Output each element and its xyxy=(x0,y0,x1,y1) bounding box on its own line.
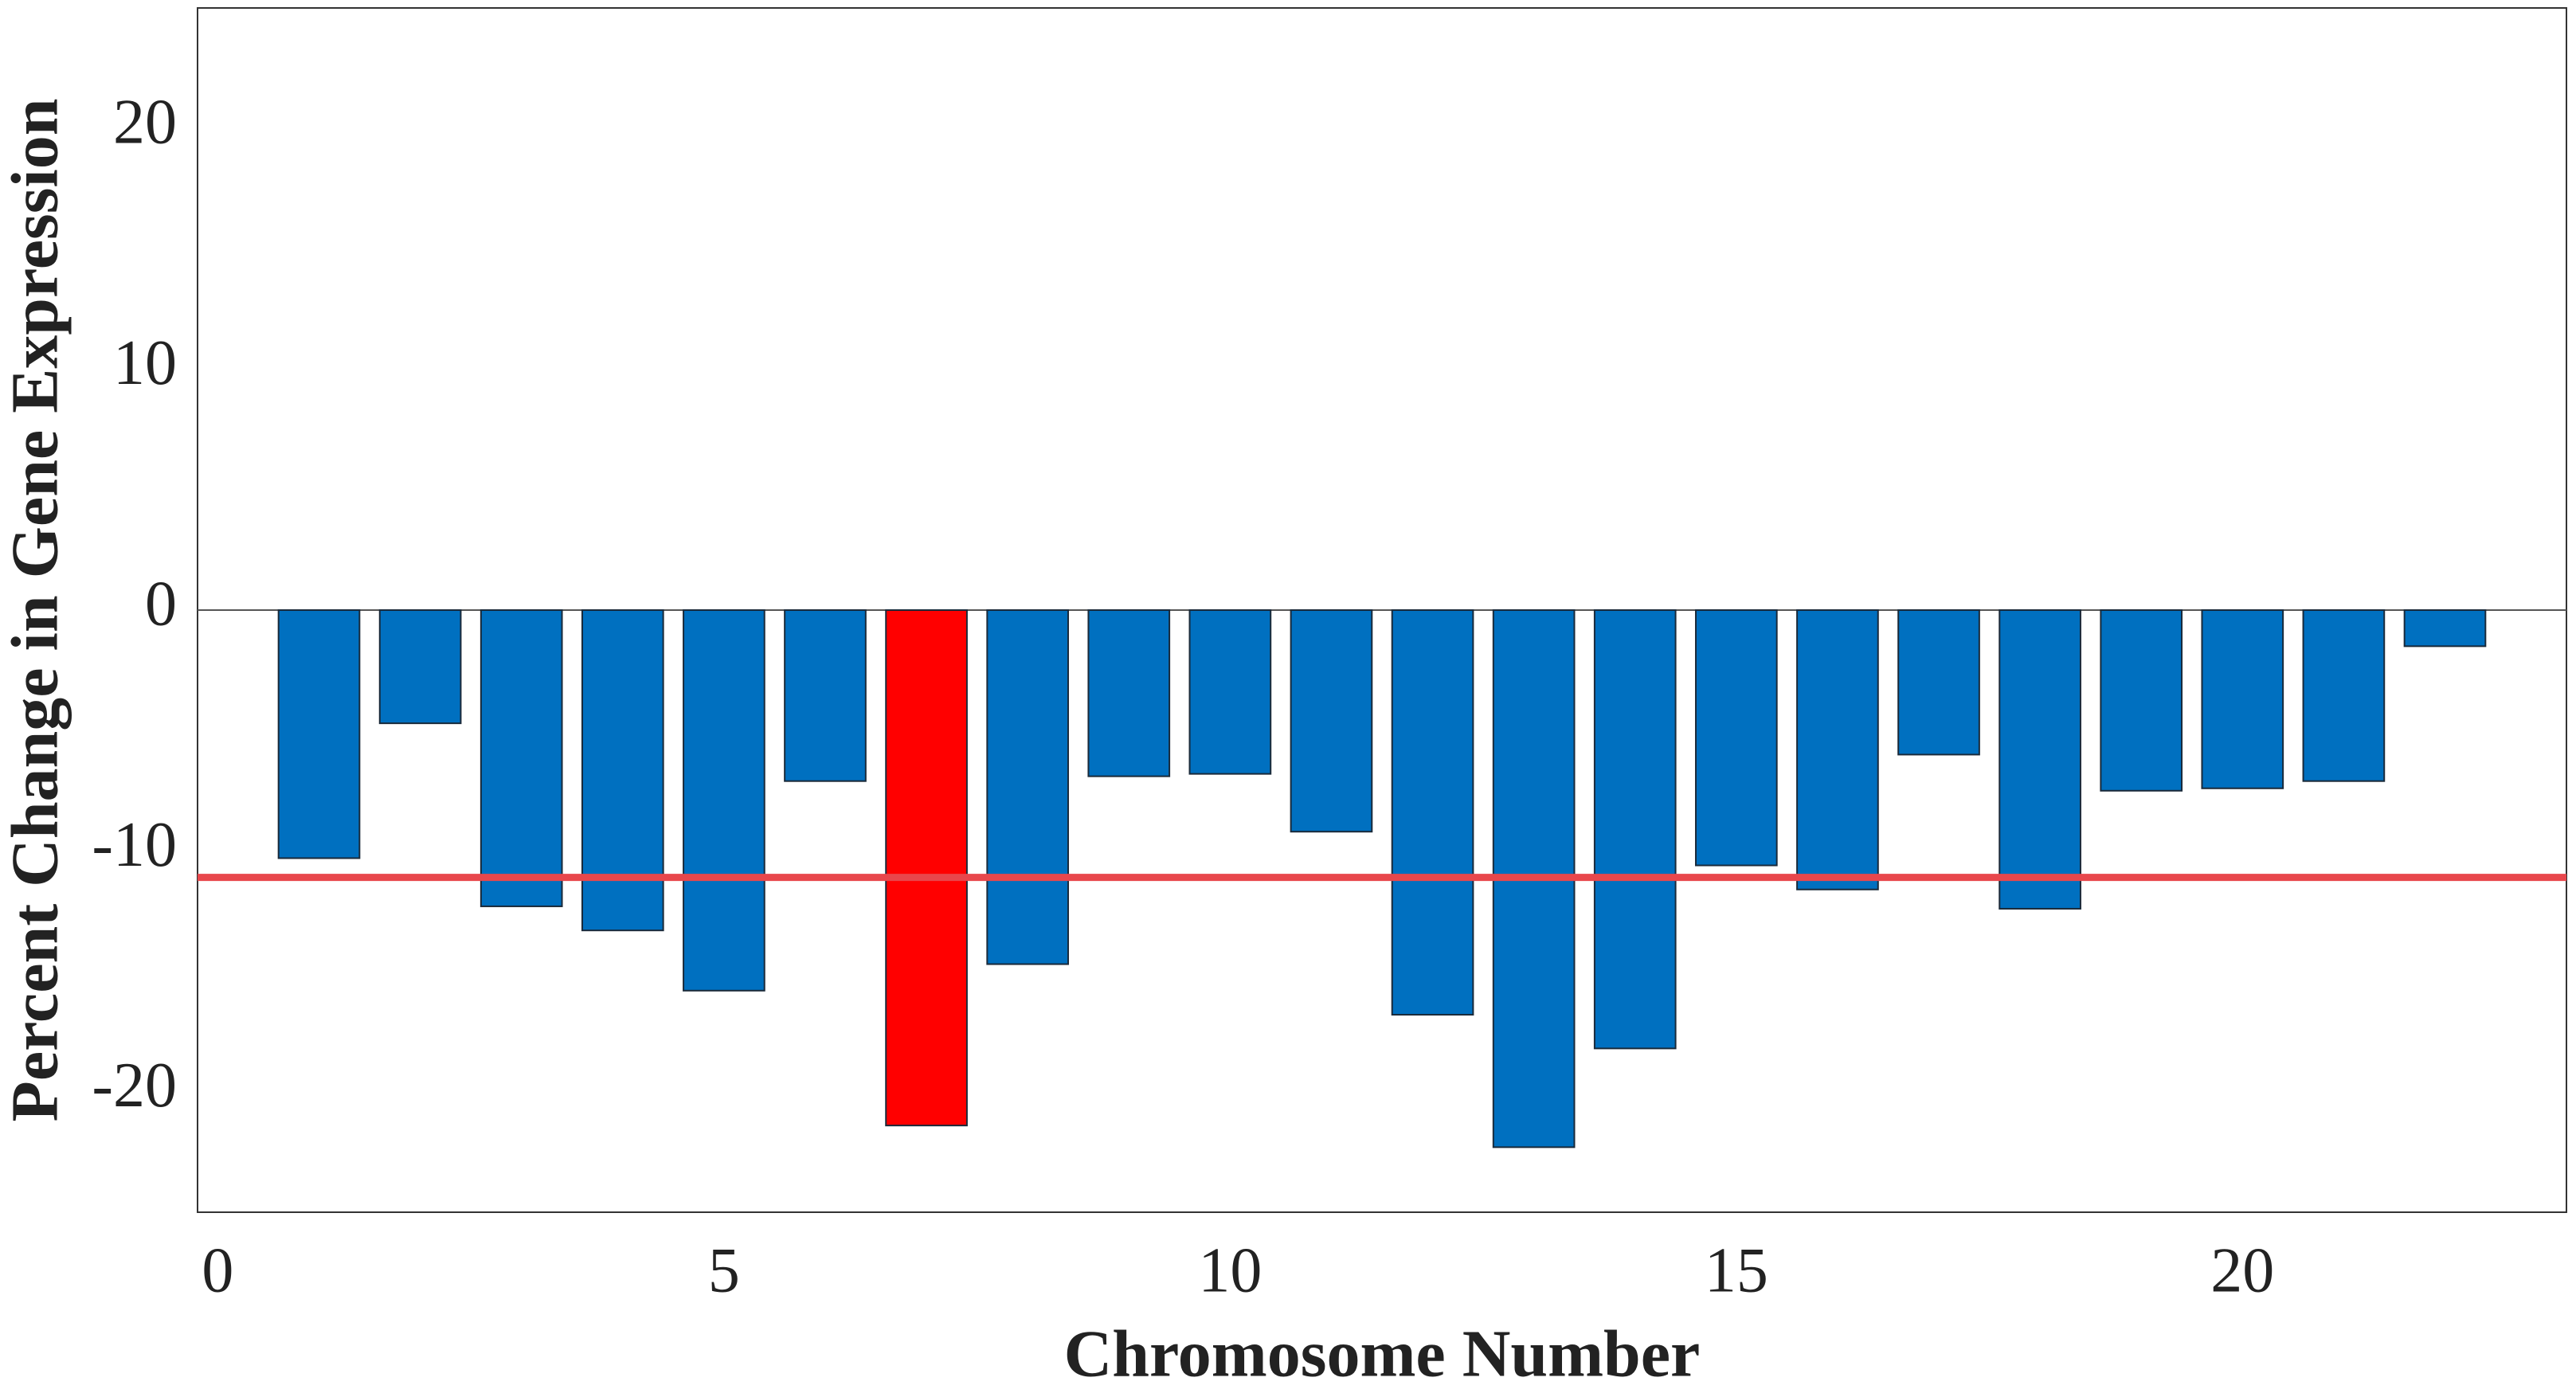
y-tick-label: 0 xyxy=(145,569,177,639)
bar xyxy=(1391,609,1474,1016)
bar xyxy=(986,609,1070,965)
bar xyxy=(1796,609,1879,890)
y-tick-label: -20 xyxy=(92,1051,177,1121)
bar xyxy=(1897,609,1980,756)
x-tick-label: 10 xyxy=(1198,1235,1262,1305)
x-axis-title: Chromosome Number xyxy=(1064,1317,1701,1391)
bar xyxy=(1087,609,1171,777)
x-tick-label: 5 xyxy=(708,1235,740,1305)
bar xyxy=(2100,609,2183,792)
bar xyxy=(480,609,563,907)
bar xyxy=(2201,609,2284,789)
y-tick-label: -10 xyxy=(92,810,177,880)
y-tick-label: 10 xyxy=(113,328,177,398)
bar xyxy=(1188,609,1272,775)
bar xyxy=(1290,609,1373,833)
x-tick-label: 0 xyxy=(202,1235,233,1305)
y-axis-title: Percent Change in Gene Expression xyxy=(0,99,72,1122)
bar xyxy=(885,609,968,1127)
bar xyxy=(683,609,765,992)
bar xyxy=(277,609,361,859)
bar xyxy=(378,609,462,725)
bar xyxy=(2403,609,2487,648)
x-tick-label: 20 xyxy=(2210,1235,2274,1305)
y-tick-label: 20 xyxy=(113,88,177,158)
bar xyxy=(784,609,867,782)
bar xyxy=(1593,609,1677,1050)
bar xyxy=(1999,609,2081,910)
bar xyxy=(1694,609,1778,867)
bar xyxy=(581,609,664,932)
bar xyxy=(2302,609,2386,782)
x-tick-label: 15 xyxy=(1705,1235,1768,1305)
